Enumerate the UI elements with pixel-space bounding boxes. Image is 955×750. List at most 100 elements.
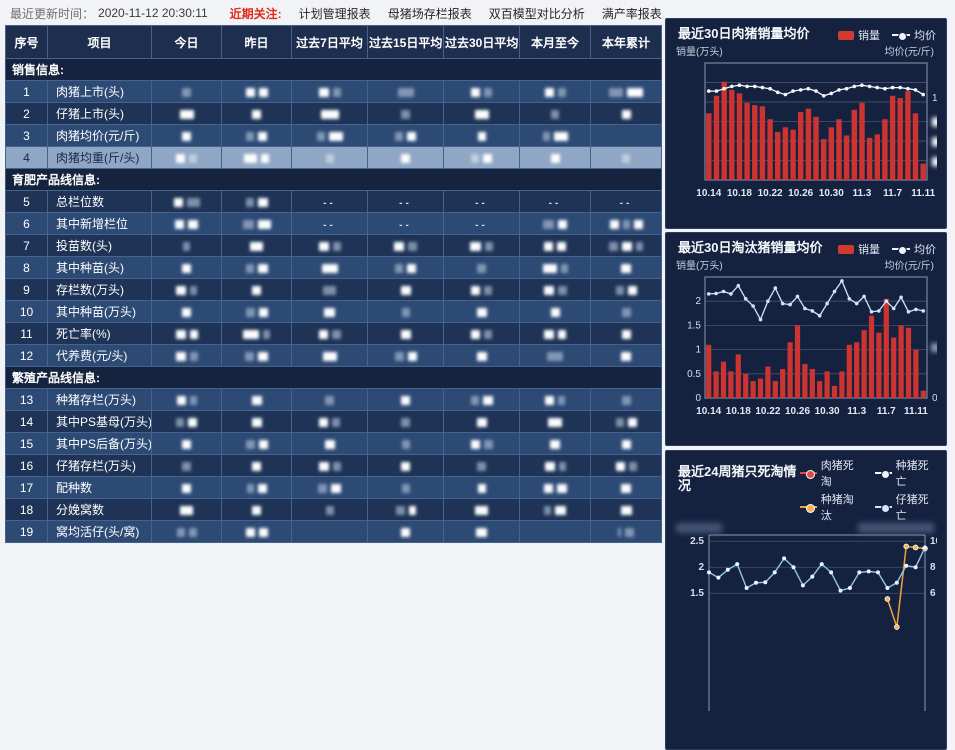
data-cell [519, 80, 591, 103]
row-label: 肉猪均价(元/斤) [47, 124, 152, 147]
table-row[interactable]: 7 投苗数(头) [5, 234, 662, 257]
redacted-value [476, 527, 487, 537]
table-row[interactable]: 8 其中种苗(头) [5, 256, 662, 279]
table-row[interactable]: 19 窝均活仔(头/窝) [5, 520, 662, 543]
table-row[interactable]: 5 总栏位数 -- -- -- -- -- [5, 190, 662, 213]
svg-text:10.30: 10.30 [815, 406, 840, 417]
redacted-value [245, 351, 254, 361]
redacted-value [318, 461, 329, 471]
legend-item-price[interactable]: 均价 [892, 241, 936, 257]
data-cell [291, 498, 368, 521]
redacted-value [243, 329, 259, 339]
section-header-row: 销售信息: [5, 58, 662, 81]
redacted-value [633, 219, 643, 229]
table-row[interactable]: 6 其中新增栏位 -- -- -- [5, 212, 662, 235]
data-cell [151, 432, 222, 455]
row-index: 3 [5, 124, 48, 147]
redacted-value [245, 197, 254, 207]
redacted-value [543, 483, 553, 493]
row-label: 存栏数(万头) [47, 278, 152, 301]
table-row[interactable]: 13 种猪存栏(万头) [5, 388, 662, 411]
table-row[interactable]: 14 其中PS基母(万头) [5, 410, 662, 433]
table-row[interactable]: 10 其中种苗(万头) [5, 300, 662, 323]
legend-item-sales[interactable]: 销量 [838, 27, 880, 43]
redacted-value [471, 153, 479, 163]
redacted-value [542, 131, 550, 141]
redacted-value [325, 395, 334, 405]
legend-label: 销量 [858, 244, 880, 256]
data-cell [151, 190, 222, 213]
data-cell [519, 388, 591, 411]
data-cell: -- [367, 212, 444, 235]
data-cell [443, 498, 520, 521]
data-cell [291, 454, 368, 477]
update-time-value: 2020-11-12 20:30:11 [98, 6, 208, 20]
svg-text:10.22: 10.22 [758, 188, 783, 199]
data-cell: -- [291, 212, 368, 235]
table-row[interactable]: 1 肉猪上市(头) [5, 80, 662, 103]
table-row[interactable]: 16 仔猪存栏(万头) [5, 454, 662, 477]
data-cell [151, 146, 222, 169]
redacted-value [325, 505, 334, 515]
topbar-link[interactable]: 计划管理报表 [298, 6, 371, 21]
redacted-value [400, 285, 411, 295]
redacted-value [615, 417, 624, 427]
redacted-value [544, 241, 553, 251]
row-label: 仔猪存栏(万头) [47, 454, 152, 477]
table-row[interactable]: 11 死亡率(%) [5, 322, 662, 345]
data-cell [221, 432, 292, 455]
column-header: 项目 [47, 25, 152, 59]
legend-item-breeder-cull[interactable]: 种猪淘汰 [800, 491, 861, 523]
table-row[interactable]: 12 代养费(元/头) [5, 344, 662, 367]
data-cell: -- [590, 190, 662, 213]
redacted-value [484, 285, 492, 295]
data-cell [590, 498, 662, 521]
table-row[interactable]: 3 肉猪均价(元/斤) [5, 124, 662, 147]
chart-panel-death-cull: 最近24周猪只死淘情况 肉猪死淘 种猪死亡 种猪淘汰 仔猪死亡 2.5 10 2 8 1… [665, 450, 947, 750]
data-cell [443, 300, 520, 323]
data-cell [151, 410, 222, 433]
redacted-value [475, 505, 488, 515]
redacted-value [609, 219, 619, 229]
redacted-value [545, 395, 554, 405]
data-cell [443, 344, 520, 367]
topbar-link[interactable]: 双百模型对比分析 [488, 6, 585, 21]
table-row[interactable]: 18 分娩窝数 [5, 498, 662, 521]
svg-text:10.14: 10.14 [696, 406, 721, 417]
table-row[interactable]: 2 仔猪上市(头) [5, 102, 662, 125]
redacted-value [544, 87, 554, 97]
data-cell [519, 432, 591, 455]
redacted-value [622, 219, 630, 229]
table-row[interactable]: 17 配种数 [5, 476, 662, 499]
no-data-dashes: -- [619, 197, 633, 209]
redacted-value [183, 241, 190, 251]
data-cell [221, 520, 292, 543]
redacted-value [557, 285, 567, 295]
svg-text:11.7: 11.7 [883, 188, 902, 199]
redacted-value [318, 483, 327, 493]
row-index: 15 [5, 432, 48, 455]
table-row[interactable]: 15 其中PS后备(万头) [5, 432, 662, 455]
data-cell [590, 212, 662, 235]
data-cell [221, 234, 292, 257]
data-cell [443, 80, 520, 103]
data-cell [151, 476, 222, 499]
data-cell [151, 212, 222, 235]
data-cell [590, 124, 662, 147]
legend-item-breeder-death[interactable]: 种猪死亡 [875, 457, 936, 489]
legend-item-sales[interactable]: 销量 [838, 241, 880, 257]
legend-item-fatpig-death[interactable]: 肉猪死淘 [800, 457, 861, 489]
table-row[interactable]: 4 肉猪均重(斤/头) [5, 146, 662, 169]
redacted-value [627, 87, 643, 97]
legend-item-price[interactable]: 均价 [892, 27, 936, 43]
data-cell [443, 476, 520, 499]
data-cell [367, 146, 444, 169]
topbar-link[interactable]: 母猪场存栏报表 [387, 6, 472, 21]
table-row[interactable]: 9 存栏数(万头) [5, 278, 662, 301]
data-cell [367, 102, 444, 125]
redacted-value [544, 461, 555, 471]
svg-text:2: 2 [698, 562, 704, 573]
legend-item-piglet-death[interactable]: 仔猪死亡 [875, 491, 936, 523]
topbar-link[interactable]: 满产率报表 [601, 6, 662, 21]
data-cell [221, 80, 292, 103]
